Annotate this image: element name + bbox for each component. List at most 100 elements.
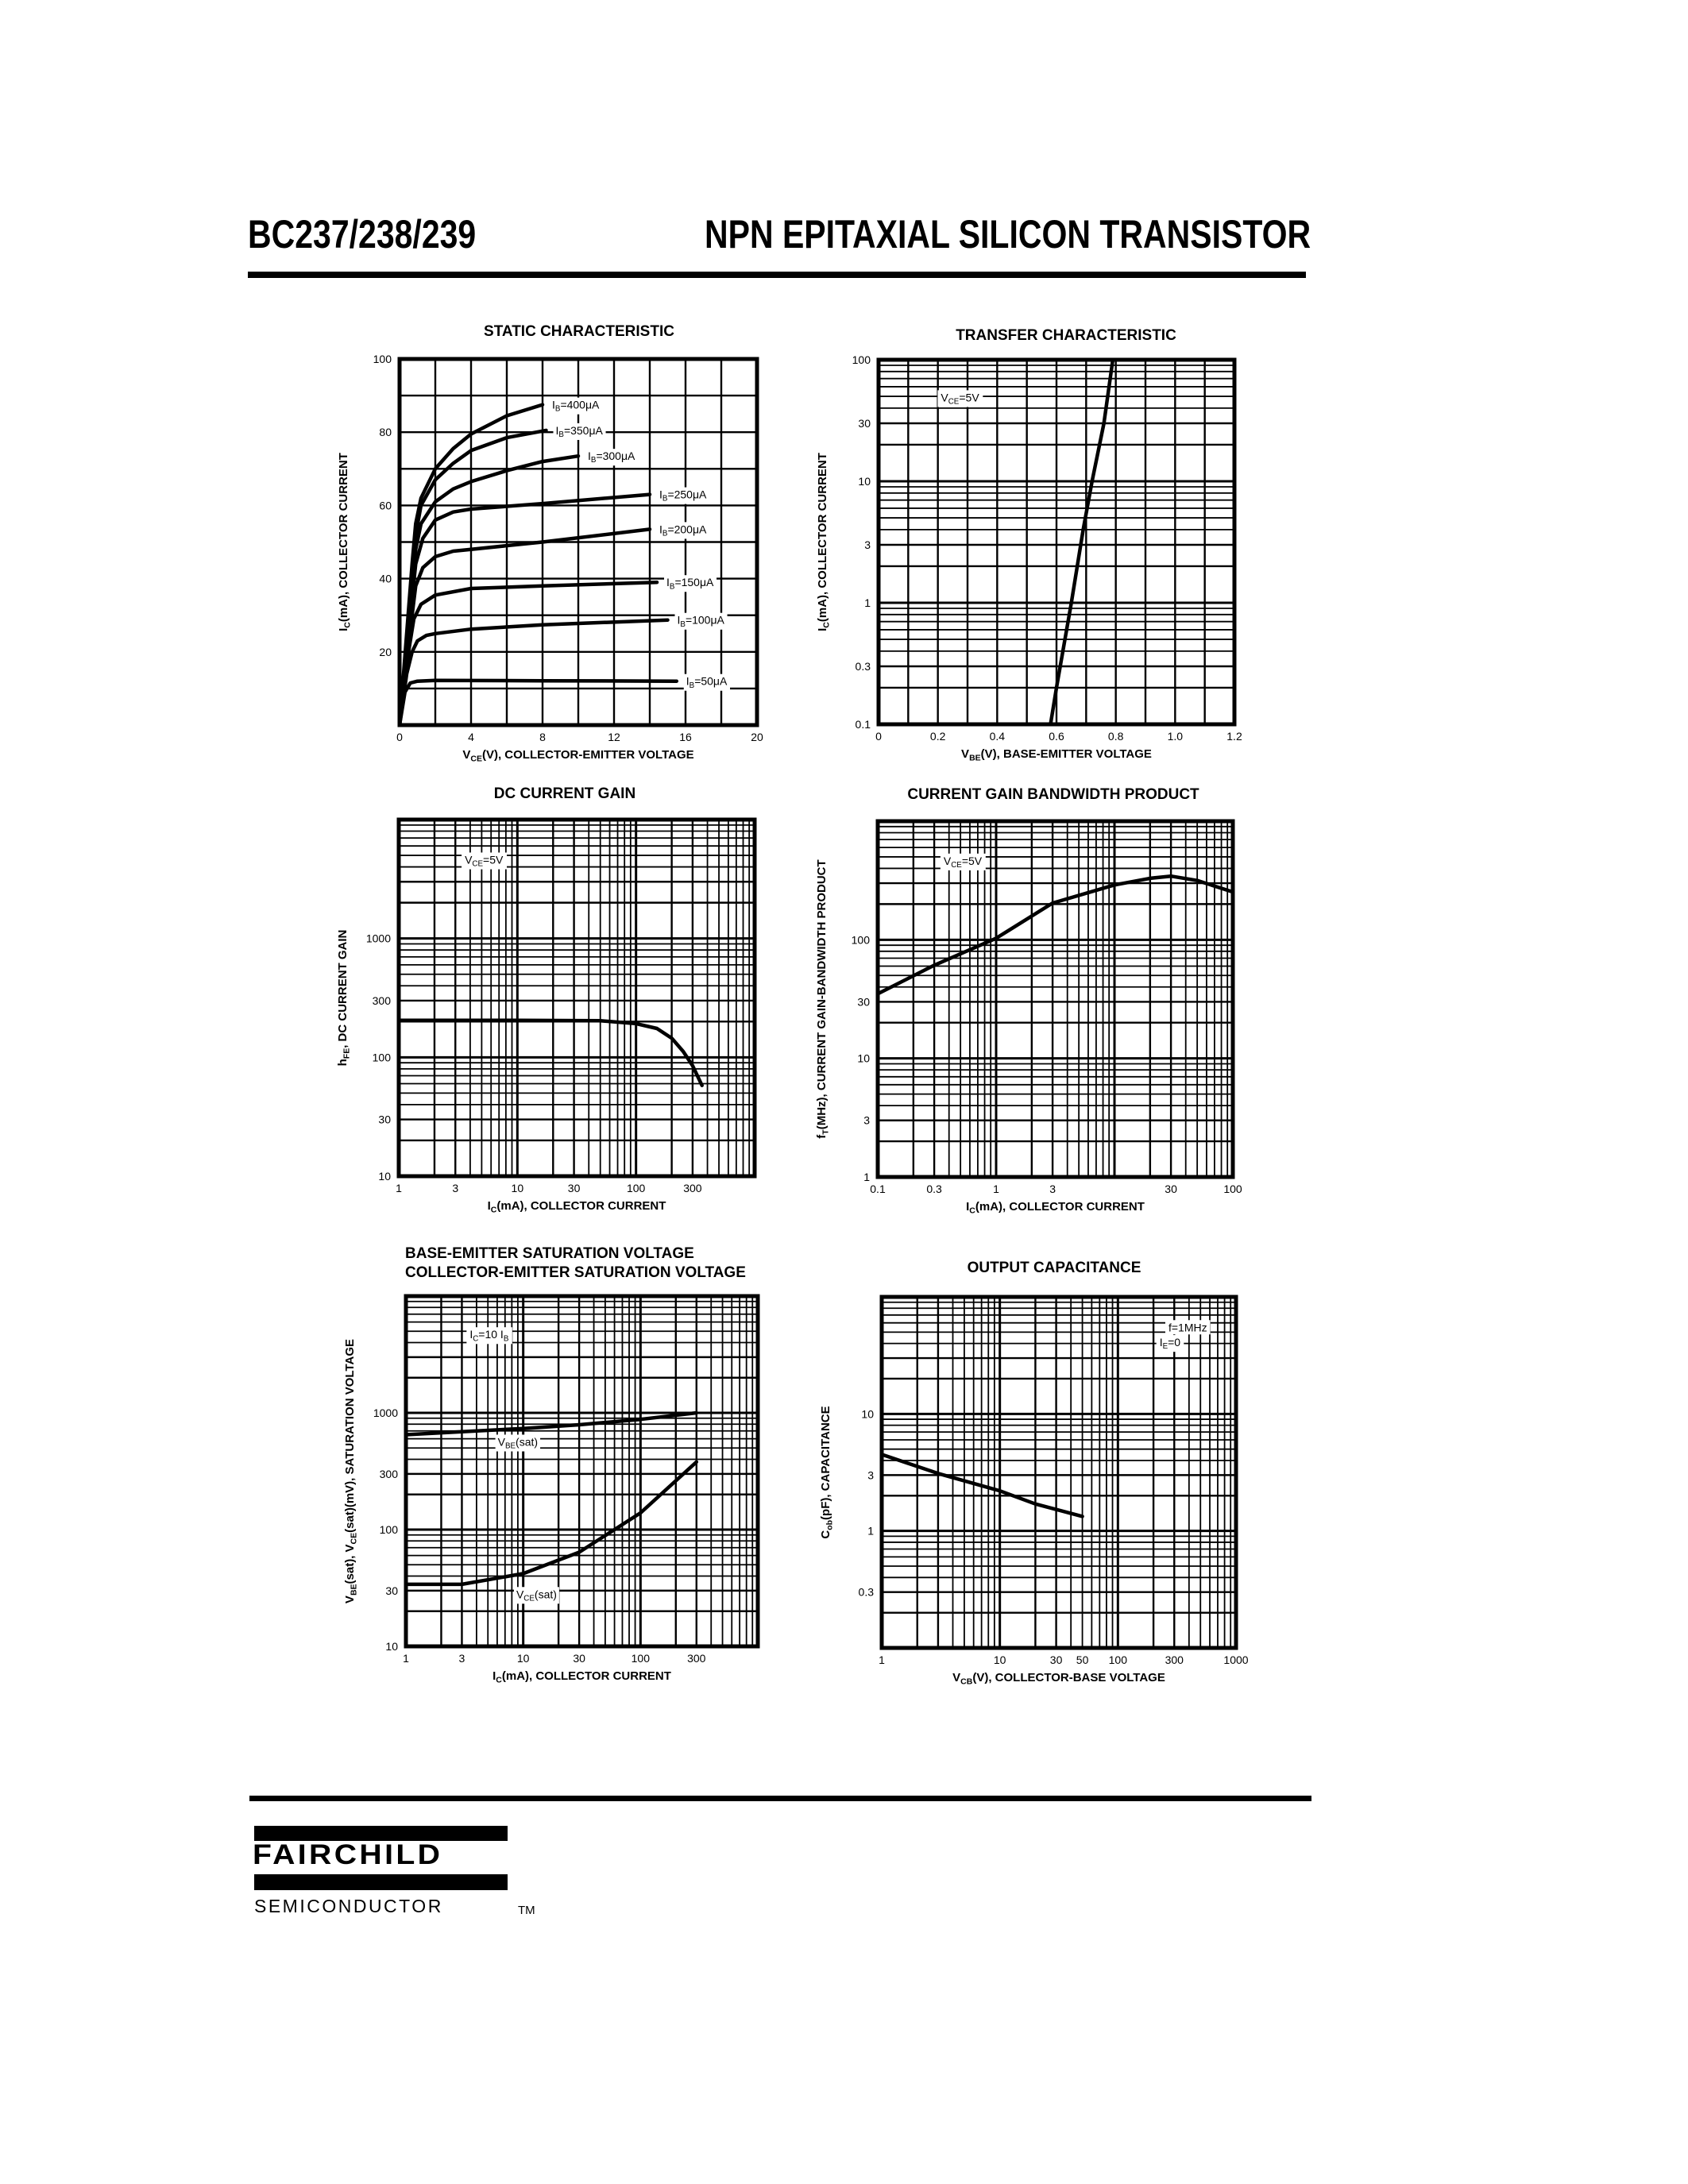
y-tick-label: 30 [858,417,871,430]
y-tick-label: 10 [857,1052,870,1065]
x-tick-label: 30 [1050,1653,1063,1666]
series-label: IB=300μA [588,450,635,465]
label-background [940,853,986,870]
x-tick-label: 10 [512,1182,524,1194]
y-tick-label: 0.1 [856,718,871,731]
y-tick-label: 1000 [366,932,391,945]
logo-bar-top [254,1826,508,1841]
series-line [875,874,1235,996]
x-axis-label: IC(mA), COLLECTOR CURRENT [966,1200,1145,1215]
x-axis-label: VBE(V), BASE-EMITTER VOLTAGE [961,747,1152,762]
y-tick-label: 1 [863,1171,870,1183]
y-tick-label: 40 [379,573,392,585]
y-axis-label: hFE, DC CURRENT GAIN [336,930,351,1067]
chart-0: STATIC CHARACTERISTIC VCE(V), COLLECTOR-E… [337,323,763,763]
y-tick-label: 60 [379,499,392,511]
y-tick-label: 100 [373,1051,392,1063]
series-line [397,527,652,727]
chart-5: OUTPUT CAPACITANCE VCB(V), COLLECTOR-BASE… [819,1260,1249,1686]
device-description: NPN EPITAXIAL SILICON TRANSISTOR [705,212,1311,257]
label-background [462,852,508,870]
x-axis-label: IC(mA), COLLECTOR CURRENT [492,1669,671,1684]
chart-2: DC CURRENT GAIN IC(mA), COLLECTOR CURRENT… [336,785,757,1214]
label-background [664,575,717,592]
y-axis-label: IC(mA), COLLECTOR CURRENT [337,453,352,631]
chart-annotation: f=1MHz [1168,1321,1207,1333]
y-tick-label: 3 [864,538,871,551]
chart-annotation: IE=0 [1160,1336,1181,1351]
x-tick-label: 0.8 [1108,730,1124,743]
y-tick-label: 80 [379,426,392,438]
chart-title: BASE-EMITTER SATURATION VOLTAGE [405,1245,694,1262]
x-tick-label: 300 [1165,1653,1184,1666]
x-tick-label: 3 [459,1652,465,1665]
y-tick-label: 1 [867,1525,874,1538]
chart-4: BASE-EMITTER SATURATION VOLTAGE COLLECTOR… [343,1245,760,1684]
label-background [466,1327,512,1345]
y-tick-label: 10 [858,475,871,488]
x-tick-label: 3 [452,1182,458,1194]
x-tick-label: 1 [879,1653,885,1666]
grid [399,820,755,1176]
y-tick-label: 3 [863,1114,870,1127]
series-line [404,1460,699,1587]
plot-frame [876,357,1237,727]
x-tick-label: 0.3 [926,1183,942,1195]
x-tick-label: 0 [875,730,882,743]
y-tick-label: 100 [852,933,871,946]
label-background [550,397,603,415]
label-background [513,1587,559,1604]
x-tick-label: 16 [679,731,692,743]
y-tick-label: 20 [379,646,392,658]
y-tick-label: 10 [385,1640,398,1653]
y-tick-label: 30 [378,1113,391,1126]
x-tick-label: 100 [632,1652,651,1665]
label-background [553,423,606,440]
trademark: TM [518,1904,535,1917]
x-axis-label: VCE(V), COLLECTOR-EMITTER VOLTAGE [462,748,693,763]
x-tick-label: 20 [751,731,763,743]
y-tick-label: 300 [373,994,392,1007]
grid [406,1296,758,1646]
footer-rule [249,1796,1311,1801]
series-line [397,678,679,727]
y-tick-label: 3 [867,1468,874,1481]
grid [878,821,1233,1177]
y-tick-label: 0.3 [859,1586,875,1599]
series-label: IB=150μA [666,576,714,591]
x-tick-label: 0.1 [870,1183,886,1195]
y-axis-label: VBE(sat), VCE(sat)(mV), SATURATION VOLTA… [343,1339,358,1603]
y-axis-label: Cob(pF), CAPACITANCE [819,1406,834,1538]
chart-title: CURRENT GAIN BANDWIDTH PRODUCT [907,786,1199,803]
x-axis-label: VCB(V), COLLECTOR-BASE VOLTAGE [952,1671,1165,1686]
label-background [657,487,710,504]
grid [882,1297,1236,1648]
label-background [674,612,728,630]
x-tick-label: 1 [396,1182,402,1194]
part-number: BC237/238/239 [248,212,477,257]
series-line [397,492,652,727]
x-tick-label: 3 [1049,1183,1056,1195]
x-tick-label: 10 [517,1652,530,1665]
chart-title: DC CURRENT GAIN [494,785,635,802]
chart-annotation: VCE=5V [465,853,504,868]
y-axis-label: IC(mA), COLLECTOR CURRENT [816,453,831,631]
label-background [1165,1320,1211,1335]
chart-annotation: VCE=5V [941,391,979,406]
y-tick-label: 10 [861,1407,874,1420]
plot-frame [397,357,759,727]
chart-1: TRANSFER CHARACTERISTIC VBE(V), BASE-EMIT… [816,327,1242,762]
x-tick-label: 1.0 [1168,730,1184,743]
label-background [937,390,983,407]
x-tick-label: 30 [573,1652,585,1665]
logo-bar-bottom [254,1874,508,1890]
y-tick-label: 100 [380,1523,399,1536]
x-tick-label: 0.6 [1049,730,1064,743]
label-background [585,449,639,466]
series-label: IB=50μA [686,675,728,690]
y-tick-label: 300 [380,1468,399,1480]
plot-frame [396,817,757,1179]
x-tick-label: 1000 [1223,1653,1248,1666]
y-tick-label: 30 [385,1584,398,1597]
x-tick-label: 0.4 [990,730,1006,743]
